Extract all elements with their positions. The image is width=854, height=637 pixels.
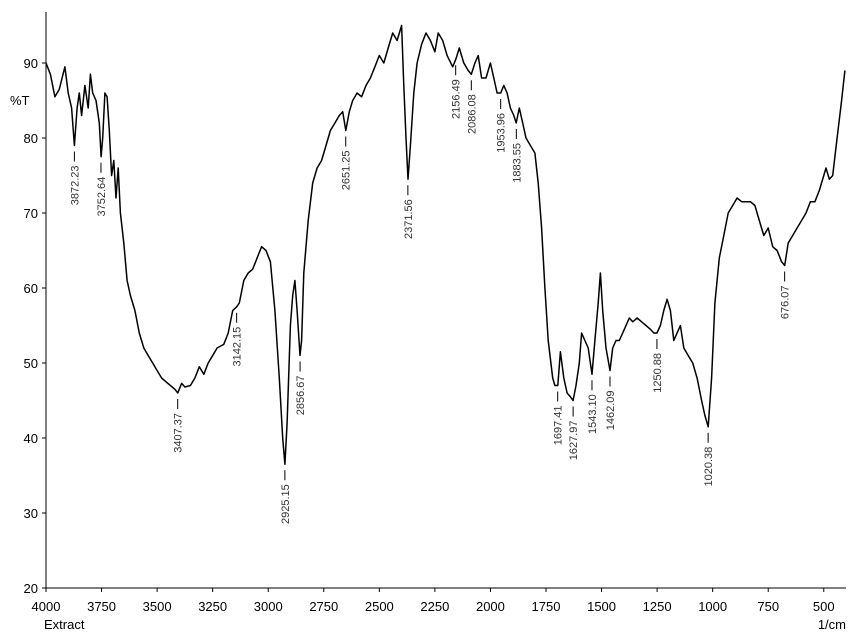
x-tick-label: 1250 [643,599,672,614]
y-tick-label: 20 [24,581,38,596]
peak-label: 1250.88 [652,353,664,393]
peak-label: 2925.15 [280,484,292,524]
peak-label: 2086.08 [466,94,478,134]
peak-label: 3142.15 [232,327,244,367]
peak-label: 1543.10 [587,394,599,434]
spectrum-line [45,24,846,466]
x-tick-label: 500 [813,599,835,614]
peak-label: 3872.23 [69,166,81,206]
x-tick-label: 1500 [587,599,616,614]
peak-label: 2651.25 [341,151,353,191]
x-tick-label: 750 [757,599,779,614]
x-tick-label: 3750 [87,599,116,614]
y-tick-label: 50 [24,356,38,371]
x-tick-label: 2000 [476,599,505,614]
x-tick-label: 2250 [420,599,449,614]
y-axis-label: %T [10,93,30,108]
peak-label: 2371.56 [403,199,415,239]
y-tick-label: 80 [24,131,38,146]
legend-text: Extract [44,617,85,632]
y-tick-label: 60 [24,281,38,296]
peak-label: 1953.96 [496,113,508,153]
peak-label: 1462.09 [605,391,617,431]
x-tick-label: 4000 [32,599,61,614]
peak-label: 1020.38 [703,447,715,487]
x-tick-label: 3250 [198,599,227,614]
peak-label: 2856.67 [295,376,307,416]
y-tick-label: 40 [24,431,38,446]
y-tick-label: 70 [24,206,38,221]
x-tick-label: 3000 [254,599,283,614]
x-tick-label: 2500 [365,599,394,614]
x-tick-label: 3500 [143,599,172,614]
peak-label: 676.07 [780,286,792,320]
y-tick-label: 30 [24,506,38,521]
x-tick-label: 1750 [532,599,561,614]
peak-label: 1883.55 [511,143,523,183]
peak-label: 2156.49 [451,79,463,119]
y-tick-label: 90 [24,56,38,71]
x-tick-label: 1000 [698,599,727,614]
x-axis-label: 1/cm [818,617,846,632]
peak-label: 1627.97 [568,421,580,461]
x-tick-label: 2750 [309,599,338,614]
peak-label: 3407.37 [173,413,185,453]
peak-label: 3752.64 [96,177,108,217]
peak-label: 1697.41 [553,406,565,446]
